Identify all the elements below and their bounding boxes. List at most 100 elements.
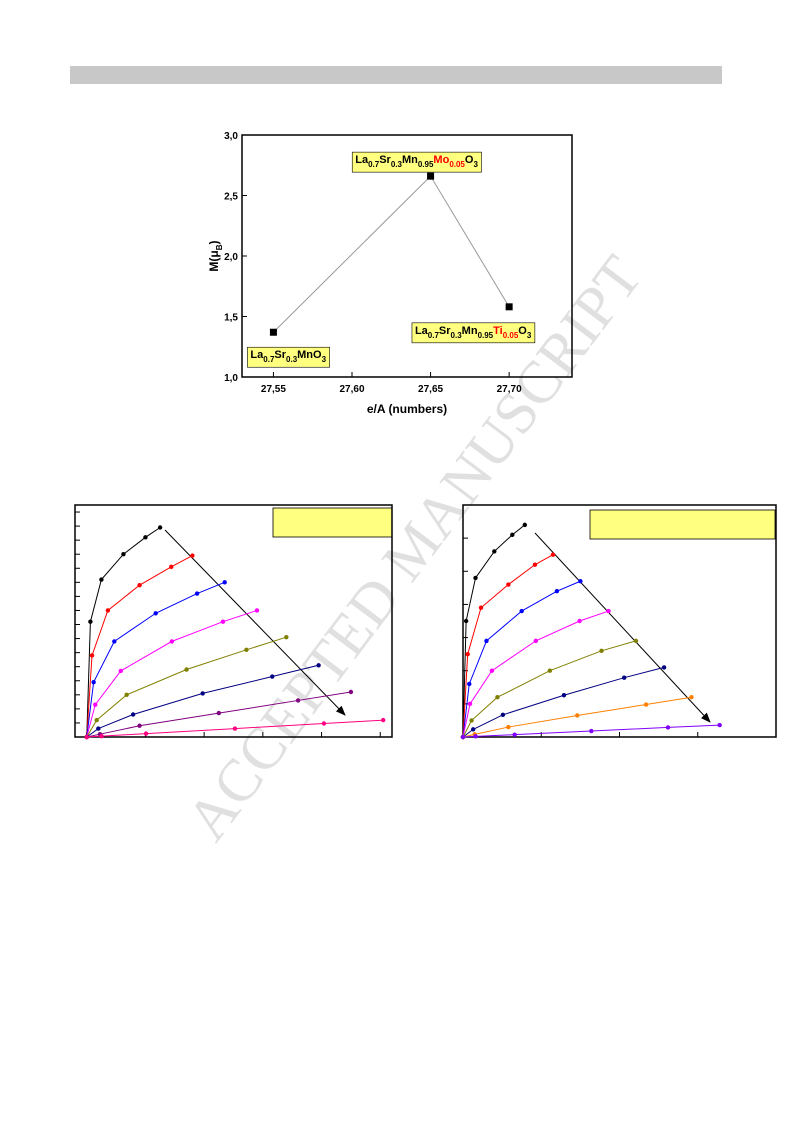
text-segment: O <box>465 154 474 166</box>
y-tick-label: 2,0 <box>224 252 238 263</box>
data-point <box>99 733 104 739</box>
data-point <box>470 727 476 732</box>
data-point <box>348 689 354 695</box>
series-line <box>462 610 609 738</box>
data-point <box>633 638 639 644</box>
data-point <box>194 591 200 596</box>
data-point <box>460 734 466 740</box>
data-point <box>717 722 722 728</box>
data-point <box>505 303 513 311</box>
annotation-box <box>411 322 536 344</box>
data-point <box>200 691 205 696</box>
text-segment: 0.7 <box>263 355 275 364</box>
x-tick-label: 27,65 <box>418 384 443 395</box>
data-point <box>589 728 594 734</box>
text-segment: MnO <box>297 349 322 361</box>
data-point <box>519 608 524 614</box>
data-point <box>473 575 478 581</box>
y-tick-label: 1,0 <box>224 373 238 384</box>
text-segment: Mn <box>402 154 418 166</box>
data-point <box>88 619 93 624</box>
data-point <box>143 731 149 736</box>
data-point <box>121 552 126 557</box>
text-segment: 0.05 <box>503 331 519 340</box>
series-line <box>462 640 637 738</box>
data-point <box>533 638 538 644</box>
text-segment: Ti <box>493 325 503 337</box>
text-segment: 3 <box>473 160 478 169</box>
text-segment: 0.05 <box>449 160 465 169</box>
data-point <box>554 588 560 594</box>
data-point <box>232 726 238 731</box>
text-segment: O <box>518 325 527 337</box>
text-segment: Sr <box>439 325 451 337</box>
data-point <box>578 579 583 584</box>
data-point <box>244 647 249 653</box>
data-point <box>91 679 96 685</box>
text-segment: 0.7 <box>428 331 440 340</box>
data-point <box>112 639 117 644</box>
text-segment: ) <box>207 240 221 244</box>
series-line <box>462 580 581 738</box>
data-point <box>473 734 478 739</box>
data-point <box>467 681 472 687</box>
x-tick-label: 27,70 <box>497 384 522 395</box>
legend-box <box>589 509 776 540</box>
data-point <box>295 698 301 703</box>
text-segment: 3 <box>322 355 327 364</box>
data-point <box>169 564 174 570</box>
text-segment: B <box>215 244 224 250</box>
data-point <box>599 648 604 654</box>
data-point <box>184 667 189 672</box>
arrow <box>164 529 346 716</box>
data-point <box>124 692 129 698</box>
data-point <box>495 695 500 700</box>
data-point <box>130 712 136 717</box>
data-point <box>380 717 386 723</box>
data-point <box>689 695 694 700</box>
data-point <box>321 721 327 726</box>
data-point <box>506 724 511 730</box>
text-segment: 0.3 <box>286 355 298 364</box>
header-bar <box>70 66 722 84</box>
data-point <box>478 605 484 610</box>
text-segment: La <box>250 349 264 361</box>
data-point <box>94 717 99 723</box>
data-point <box>316 663 321 668</box>
text-segment: 0.7 <box>368 160 380 169</box>
series-line <box>86 691 351 738</box>
data-point <box>284 634 289 640</box>
x-axis-label: e/A (numbers) <box>367 402 447 416</box>
data-point <box>467 701 473 707</box>
data-point <box>169 639 175 644</box>
annotation: La0.7Sr0.3MnO3 <box>250 349 326 364</box>
text-segment: Sr <box>274 349 286 361</box>
arrow <box>534 532 711 723</box>
plot-frame <box>74 504 393 738</box>
data-point <box>84 734 89 740</box>
data-point <box>137 723 142 728</box>
text-segment: La <box>355 154 369 166</box>
data-point <box>550 552 556 557</box>
data-point <box>510 532 515 538</box>
data-point <box>577 618 582 624</box>
data-point <box>157 525 163 530</box>
data-point <box>500 712 506 717</box>
data-point <box>89 653 95 658</box>
data-point <box>547 668 553 673</box>
series-line <box>86 581 225 738</box>
series-line <box>462 554 554 738</box>
data-point <box>532 562 538 567</box>
annotation-box <box>247 346 330 368</box>
data-point <box>522 522 528 528</box>
annotation-box <box>351 151 482 173</box>
series-line <box>86 664 319 738</box>
data-point <box>484 638 489 644</box>
text-segment: Mo <box>433 154 449 166</box>
text-segment: 0.3 <box>451 331 463 340</box>
y-axis-label: M(μB) <box>207 240 224 271</box>
data-point <box>465 651 470 657</box>
data-point <box>270 674 275 679</box>
annotation: La0.7Sr0.3Mn0.95Ti0.05O3 <box>415 325 532 340</box>
